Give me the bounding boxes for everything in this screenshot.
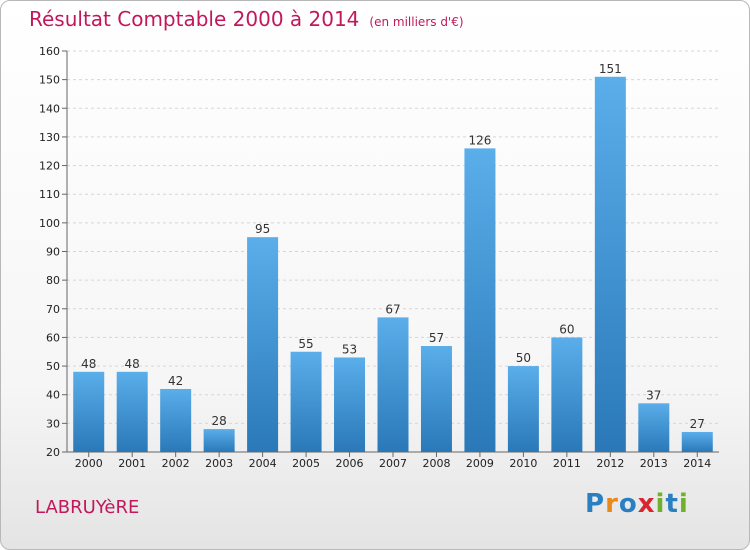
chart-title: Résultat Comptable 2000 à 2014 (en millie… [29, 7, 464, 31]
bar-2006 [334, 357, 366, 452]
bar-2010 [507, 366, 539, 452]
y-tick-label: 140 [39, 102, 60, 115]
value-label-2012: 151 [599, 62, 622, 76]
y-tick-label: 70 [46, 303, 60, 316]
y-tick-label: 160 [39, 45, 60, 58]
bar-2013 [638, 403, 670, 452]
y-tick-label: 90 [46, 246, 60, 259]
bar-2008 [420, 346, 452, 452]
x-tick-label: 2002 [162, 457, 190, 470]
y-tick-label: 60 [46, 331, 60, 344]
y-tick-label: 110 [39, 188, 60, 201]
x-tick-label: 2007 [379, 457, 407, 470]
bar-2012 [594, 76, 626, 453]
value-label-2006: 53 [342, 342, 357, 356]
proxiti-logo: Proxiti [585, 489, 689, 519]
x-tick-label: 2009 [466, 457, 494, 470]
value-label-2009: 126 [468, 133, 491, 147]
value-label-2001: 48 [125, 357, 140, 371]
x-tick-label: 2001 [118, 457, 146, 470]
y-tick-label: 30 [46, 417, 60, 430]
bar-2003 [203, 429, 235, 452]
logo-letter: x [637, 489, 656, 519]
value-label-2000: 48 [81, 357, 96, 371]
commune-name: LABRUYèRE [35, 497, 140, 518]
value-label-2011: 60 [559, 322, 574, 336]
title-unit: (en milliers d'€) [369, 15, 464, 29]
value-label-2005: 55 [298, 337, 313, 351]
value-label-2013: 37 [646, 388, 661, 402]
y-tick-label: 150 [39, 74, 60, 87]
x-tick-label: 2005 [292, 457, 320, 470]
x-tick-label: 2011 [553, 457, 581, 470]
value-label-2007: 67 [385, 302, 400, 316]
x-tick-label: 2008 [422, 457, 450, 470]
x-tick-label: 2013 [640, 457, 668, 470]
bar-2002 [160, 388, 192, 452]
value-label-2010: 50 [516, 351, 531, 365]
y-tick-label: 100 [39, 217, 60, 230]
logo-letter: r [605, 489, 619, 519]
y-tick-label: 120 [39, 160, 60, 173]
value-label-2004: 95 [255, 222, 270, 236]
logo-letter: i [678, 489, 689, 519]
logo-letter: i [655, 489, 666, 519]
x-tick-label: 2003 [205, 457, 233, 470]
y-tick-label: 80 [46, 274, 60, 287]
x-tick-label: 2006 [336, 457, 364, 470]
x-tick-label: 2004 [249, 457, 277, 470]
x-tick-label: 2010 [509, 457, 537, 470]
bar-2000 [73, 371, 105, 452]
value-label-2003: 28 [211, 414, 226, 428]
y-tick-label: 50 [46, 360, 60, 373]
title-main: Résultat Comptable 2000 à 2014 [29, 7, 360, 31]
x-tick-label: 2012 [596, 457, 624, 470]
bar-2004 [247, 237, 279, 452]
y-tick-label: 20 [46, 446, 60, 459]
x-tick-label: 2014 [683, 457, 711, 470]
logo-letter: P [585, 489, 606, 519]
bar-2014 [681, 431, 713, 452]
value-label-2008: 57 [429, 331, 444, 345]
bar-2011 [551, 337, 583, 452]
bar-2009 [464, 148, 496, 452]
bar-2005 [290, 351, 322, 452]
value-label-2002: 42 [168, 374, 183, 388]
value-label-2014: 27 [690, 417, 705, 431]
y-tick-label: 40 [46, 389, 60, 402]
bar-2001 [116, 371, 148, 452]
x-tick-label: 2000 [75, 457, 103, 470]
logo-letter: o [618, 489, 638, 519]
bar-2007 [377, 317, 409, 452]
y-tick-label: 130 [39, 131, 60, 144]
logo-letter: t [665, 489, 679, 519]
